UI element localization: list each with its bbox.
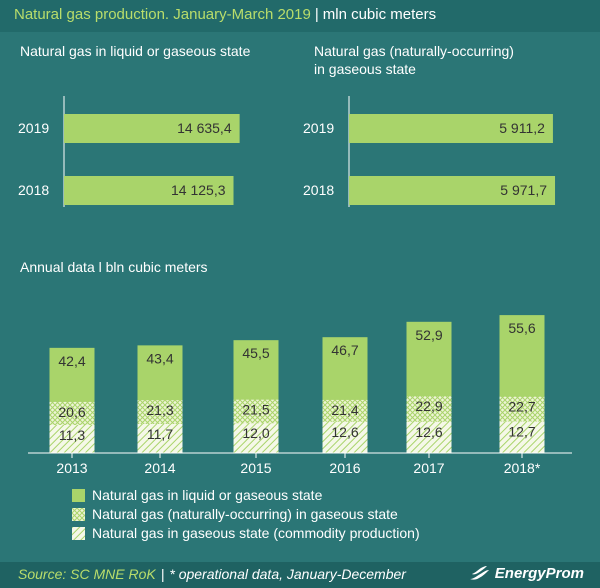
brand-logo: EnergyProm <box>468 564 584 582</box>
bar-commodity <box>406 421 452 453</box>
left-data-label: 14 635,4 <box>177 120 232 136</box>
left-tick-label: 2019 <box>18 120 49 136</box>
annual-data-label: 11,3 <box>59 427 85 443</box>
source-text: Source: SC MNE RoK <box>18 566 156 582</box>
annual-data-label: 12,6 <box>415 424 442 440</box>
footer: Source: SC MNE RoK | * operational data, J… <box>0 562 600 588</box>
left-panel-title: Natural gas in liquid or gaseous state <box>20 43 251 59</box>
title-unit: mln cubic meters <box>322 6 437 23</box>
annual-data-label: 11,7 <box>147 426 173 442</box>
legend-swatch-diagonal <box>72 527 85 540</box>
bar-commodity <box>49 424 95 453</box>
left-data-label: 14 125,3 <box>171 182 226 198</box>
annual-data-label: 12,0 <box>242 425 269 441</box>
title-bar: Natural gas production. January-March 20… <box>0 0 600 32</box>
left-tick-label: 2018 <box>18 182 49 198</box>
x-tick-label: 2017 <box>413 460 444 476</box>
right-data-label: 5 971,7 <box>500 182 547 198</box>
operational-note: * operational data, January-December <box>169 566 406 582</box>
page-title: Natural gas production. January-March 20… <box>14 6 436 23</box>
right-panel-title-line2: in gaseous state <box>314 61 416 77</box>
right-panel-title-line1: Natural gas (naturally-occurring) <box>314 43 514 59</box>
legend-label: Natural gas in liquid or gaseous state <box>92 487 323 503</box>
annual-data-label: 45,5 <box>242 345 269 361</box>
bar-commodity <box>322 421 368 453</box>
right-tick-label: 2018 <box>303 182 334 198</box>
annual-data-label: 22,9 <box>415 398 442 414</box>
legend-label: Natural gas in gaseous state (commodity … <box>92 525 420 541</box>
title-main: Natural gas production. January-March 20… <box>14 6 311 23</box>
annual-data-label: 43,4 <box>146 350 173 366</box>
bar-commodity <box>137 423 183 453</box>
x-tick-label: 2013 <box>56 460 87 476</box>
annual-data-label: 21,5 <box>242 402 269 418</box>
brand-name: EnergyProm <box>494 564 584 582</box>
legend-swatch-solid <box>72 489 85 502</box>
x-tick-label: 2018* <box>504 460 541 476</box>
annual-data-label: 12,7 <box>508 424 535 440</box>
right-bar-2018 <box>349 176 556 205</box>
x-tick-label: 2016 <box>329 460 360 476</box>
right-panel-title: Natural gas (naturally-occurring) in gas… <box>314 42 514 78</box>
bar-commodity <box>233 423 279 453</box>
source-note: Source: SC MNE RoK | * operational data, J… <box>18 566 406 582</box>
footer-separator: | <box>160 566 165 582</box>
annual-data-label: 21,3 <box>146 402 173 418</box>
legend-swatch-crosshatch <box>72 508 85 521</box>
annual-data-label: 55,6 <box>508 320 535 336</box>
right-tick-label: 2019 <box>303 120 334 136</box>
flame-icon <box>469 566 489 580</box>
x-tick-label: 2015 <box>240 460 271 476</box>
right-bar-2019 <box>349 114 553 143</box>
annual-data-label: 42,4 <box>58 353 85 369</box>
title-separator: | <box>314 6 319 23</box>
annual-chart-title: Annual data l bln cubic meters <box>20 259 208 275</box>
left-bar-2019 <box>64 114 240 143</box>
annual-data-label: 20,6 <box>58 404 85 420</box>
annual-data-label: 22,7 <box>508 399 535 415</box>
annual-data-label: 46,7 <box>331 342 358 358</box>
x-tick-label: 2014 <box>144 460 175 476</box>
annual-data-label: 12,6 <box>331 424 358 440</box>
right-data-label: 5 911,2 <box>499 120 545 136</box>
bar-commodity <box>499 421 545 453</box>
legend-label: Natural gas (naturally-occurring) in gas… <box>92 506 398 522</box>
annual-data-label: 52,9 <box>415 327 442 343</box>
left-bar-2018 <box>64 176 234 205</box>
annual-data-label: 21,4 <box>331 402 358 418</box>
